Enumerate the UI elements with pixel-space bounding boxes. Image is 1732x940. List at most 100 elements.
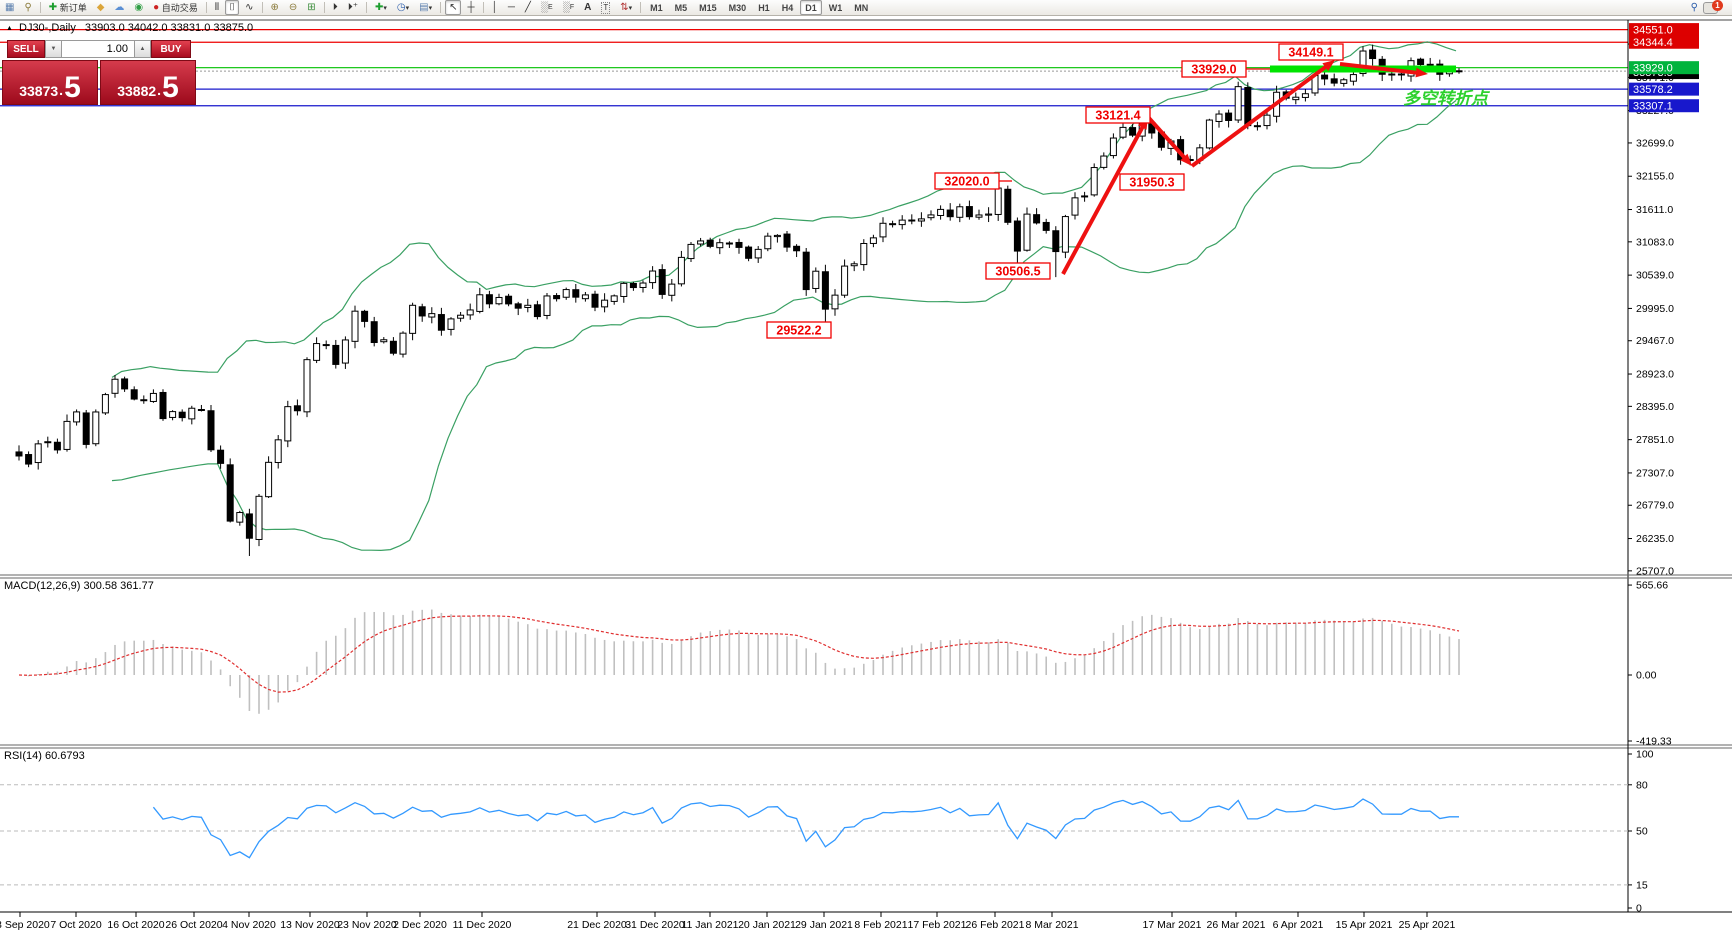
timeframe-button-m30[interactable]: M30 [728, 2, 747, 13]
price-annotations[interactable]: 29522.2 30506.5 32020.0 33121.4 31950.3 33929… [766, 43, 1344, 339]
date-label: 20 Jan 2021 [738, 919, 796, 931]
axis-label-33929.0: 33929.0 [1629, 61, 1699, 74]
timeframe-button-w1[interactable]: W1 [828, 2, 843, 13]
ask-price-box[interactable]: 33882. 5 [100, 60, 196, 105]
auto-trading-button[interactable]: ● 自动交易 [153, 1, 198, 13]
timeframe-button-m5[interactable]: M5 [674, 2, 688, 13]
gem-icon[interactable]: ◆ [96, 1, 105, 13]
arrows-icon[interactable]: ⇅ ▾ [620, 1, 633, 13]
svg-text:30506.5: 30506.5 [995, 265, 1040, 279]
toolbar-separator [365, 2, 367, 13]
timeframe-button-d1[interactable]: D1 [800, 0, 822, 15]
line-chart-icon[interactable]: ∿ [245, 1, 254, 13]
timeframe-button-m15[interactable]: M15 [699, 2, 717, 13]
price-annotation-30506.5[interactable]: 30506.5 [985, 262, 1051, 280]
svg-text:34344.4: 34344.4 [1633, 37, 1673, 49]
toolbar-separator [323, 2, 325, 13]
cloud-icon[interactable]: ☁ [114, 1, 125, 13]
text-label-icon[interactable]: T [601, 1, 611, 14]
macd-label: MACD(12,26,9) 300.58 361.77 [4, 580, 154, 592]
chart-background [0, 15, 1732, 940]
price-annotation-29522.2[interactable]: 29522.2 [766, 321, 832, 339]
bollinger-bands [111, 41, 1457, 552]
axis-label-34551.0: 34551.0 [1629, 23, 1699, 36]
svg-text:-419.33: -419.33 [1636, 736, 1672, 748]
period-clock-icon[interactable]: ◷ ▾ [396, 1, 410, 13]
toolbar-separator [482, 2, 484, 13]
notification-bubble[interactable]: 1 [1703, 0, 1723, 14]
bid-main: 33873 [19, 83, 59, 99]
svg-text:28923.0: 28923.0 [1636, 369, 1674, 381]
trendline-icon[interactable]: ╱ [524, 1, 531, 13]
timeframe-button-h1[interactable]: H1 [758, 2, 770, 13]
template-icon[interactable]: ▤ ▾ [419, 1, 433, 13]
axis-label-33578.2: 33578.2 [1629, 82, 1699, 96]
svg-text:25707.0: 25707.0 [1636, 565, 1674, 577]
collapse-icon[interactable]: ▲ [6, 25, 13, 32]
candlestick-series[interactable] [15, 44, 1463, 556]
svg-text:0.00: 0.00 [1636, 670, 1657, 682]
trend-zigzag-arrows[interactable] [1061, 60, 1428, 275]
bid-frac: 5 [64, 71, 81, 104]
price-annotation-31950.3[interactable]: 31950.3 [1119, 173, 1185, 191]
bar-chart-icon[interactable]: ⦀ [214, 1, 220, 13]
svg-text:29467.0: 29467.0 [1636, 335, 1674, 347]
date-label: 15 Apr 2021 [1336, 919, 1393, 931]
turning-point-zone-bar[interactable] [1270, 65, 1456, 73]
buy-button[interactable]: BUY [151, 40, 191, 58]
volume-increase-button[interactable]: ▲ [134, 40, 151, 58]
toolbar-separator [39, 2, 41, 13]
new-window-icon[interactable]: ▦ [5, 1, 15, 13]
search-icon[interactable]: ⚲ [1690, 1, 1698, 13]
new-order-button[interactable]: ✚ 新订单 [48, 1, 87, 13]
bollinger-lower-band [111, 100, 1457, 552]
price-annotation-33929.0[interactable]: 33929.0 [1181, 60, 1247, 78]
zoom-out-icon[interactable]: ⊖ [288, 1, 298, 13]
crosshair-icon[interactable]: ┼ [467, 1, 475, 13]
date-label: 31 Dec 2020 [625, 919, 685, 931]
timeframe-button-m1[interactable]: M1 [650, 2, 663, 13]
fibonacci-icon[interactable]: ░ F [562, 1, 575, 13]
signal-icon[interactable]: ◉ [134, 1, 144, 13]
svg-text:31611.0: 31611.0 [1636, 204, 1673, 216]
svg-text:32699.0: 32699.0 [1636, 137, 1674, 149]
market-watch-icon[interactable]: ⚲ [24, 1, 32, 13]
equidistant-channel-icon[interactable]: ░ E [540, 1, 553, 13]
axis-label-34344.4: 34344.4 [1629, 35, 1699, 49]
svg-text:0: 0 [1636, 903, 1642, 915]
strategy-test-icon[interactable]: ⏵ [332, 1, 338, 13]
price-annotation-32020.0[interactable]: 32020.0 [934, 172, 1000, 190]
candlestick-chart-icon[interactable]: ⌷ [225, 0, 240, 15]
bid-price-box[interactable]: 33873. 5 [2, 60, 98, 105]
svg-text:50: 50 [1636, 826, 1648, 838]
add-indicator-icon[interactable]: ✚ ▾ [374, 1, 387, 13]
main-toolbar: ▦ ⚲ ✚ 新订单 ◆ ☁ ◉ ● 自动交易 ⦀ ⌷ ∿ ⊕ ⊖ ⊞ ⏵ ⏵⁺ … [0, 0, 1732, 16]
price-annotation-33121.4[interactable]: 33121.4 [1085, 106, 1151, 124]
one-click-trade-panel: SELL ▼ ▲ BUY 33873.5 33882.5 [2, 40, 196, 105]
svg-text:33929.0: 33929.0 [1191, 63, 1236, 77]
svg-text:100: 100 [1636, 749, 1654, 761]
vertical-line-icon[interactable]: │ [491, 1, 498, 13]
date-label: 8 Mar 2021 [1025, 919, 1078, 931]
toolbar-separator [640, 2, 642, 13]
sell-button[interactable]: SELL [7, 40, 45, 58]
date-label: 8 Feb 2021 [854, 919, 907, 931]
zoom-in-icon[interactable]: ⊕ [270, 1, 279, 13]
volume-input[interactable] [62, 40, 134, 58]
date-label: 16 Oct 2020 [107, 919, 164, 931]
timeframe-button-mn[interactable]: MN [854, 2, 869, 13]
cursor-icon[interactable]: ↖ [445, 0, 462, 15]
volume-decrease-button[interactable]: ▼ [45, 40, 62, 58]
horizontal-line-icon[interactable]: ─ [507, 1, 515, 13]
strategy-test-add-icon[interactable]: ⏵⁺ [347, 1, 358, 13]
price-annotation-34149.1[interactable]: 34149.1 [1278, 43, 1344, 61]
tile-windows-icon[interactable]: ⊞ [307, 1, 316, 13]
date-label: 26 Feb 2021 [966, 919, 1025, 931]
svg-text:34551.0: 34551.0 [1633, 24, 1673, 36]
svg-text:565.66: 565.66 [1636, 580, 1668, 592]
timeframe-button-h4[interactable]: H4 [781, 2, 794, 13]
text-icon[interactable]: A [584, 1, 592, 13]
